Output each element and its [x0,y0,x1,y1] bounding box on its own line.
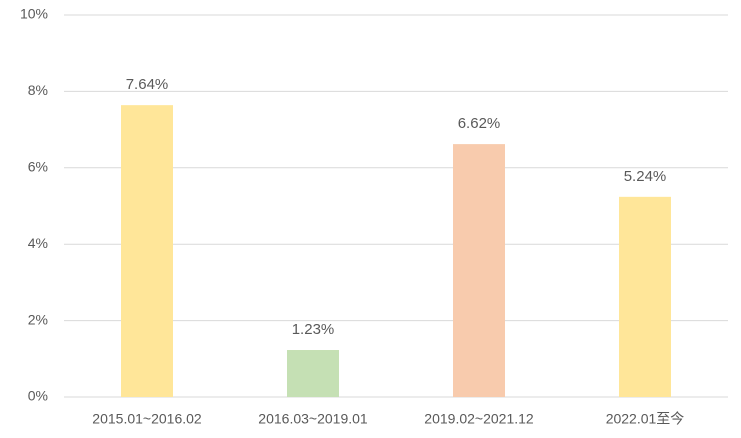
x-tick-label: 2016.03~2019.01 [258,411,368,427]
bar [287,350,339,397]
bar [619,196,671,397]
y-tick-label: 8% [28,82,48,98]
bar [121,105,173,397]
y-tick-label: 10% [20,6,48,22]
y-tick-label: 0% [28,388,48,404]
x-tick-label: 2015.01~2016.02 [92,411,202,427]
x-tick-label: 2022.01至今 [606,411,685,427]
y-tick-label: 4% [28,235,48,251]
bar [453,144,505,397]
y-tick-label: 2% [28,311,48,327]
value-label: 5.24% [624,168,667,185]
y-tick-label: 6% [28,159,48,175]
value-label: 6.62% [458,115,501,132]
x-tick-label: 2019.02~2021.12 [424,411,534,427]
value-label: 7.64% [126,76,169,93]
value-label: 1.23% [292,321,335,338]
